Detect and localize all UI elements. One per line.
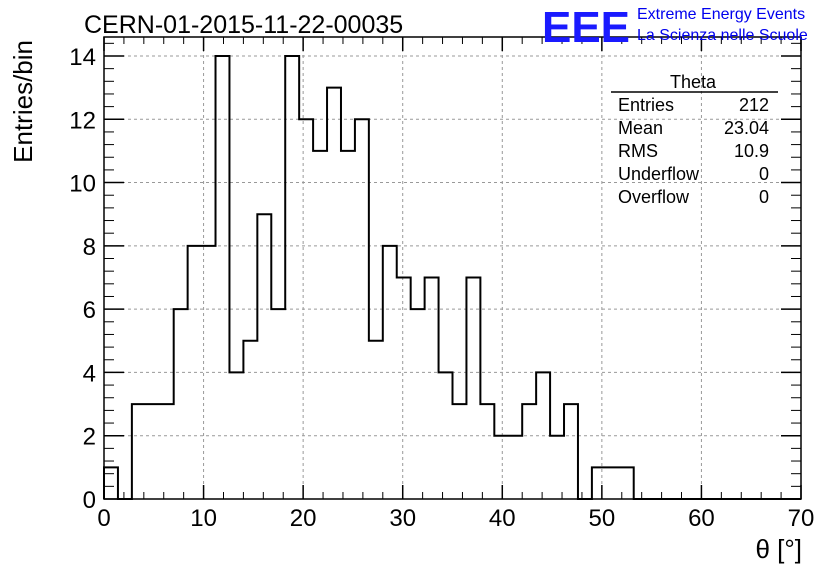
y-axis-label: Entries/bin (8, 40, 38, 163)
stats-value: 212 (739, 95, 769, 115)
stats-label: RMS (618, 141, 658, 161)
x-tick-label: 30 (389, 505, 416, 532)
stats-value: 10.9 (734, 141, 769, 161)
y-tick-label: 4 (83, 360, 96, 387)
histogram-bins (103, 54, 801, 500)
eee-logo-mark: EEE (542, 3, 630, 52)
x-tick-label: 10 (190, 505, 217, 532)
y-tick-label: 14 (69, 44, 96, 71)
eee-logo-line1: Extreme Energy Events (637, 6, 805, 23)
stats-box-title: Theta (670, 72, 717, 92)
y-tick-label: 2 (83, 424, 96, 451)
stats-label: Entries (618, 95, 674, 115)
x-tick-label: 70 (788, 505, 815, 532)
stats-box: Theta Entries 212 Mean 23.04 RMS 10.9 Un… (611, 72, 778, 207)
x-tick-label: 40 (489, 505, 516, 532)
stats-label: Underflow (618, 164, 700, 184)
y-tick-label: 10 (69, 171, 96, 198)
grid-lines (104, 37, 801, 499)
histogram-outline (103, 54, 801, 500)
chart-title: CERN-01-2015-11-22-00035 (84, 11, 403, 39)
stats-label: Mean (618, 118, 663, 138)
stats-value: 23.04 (724, 118, 769, 138)
stats-value: 0 (759, 164, 769, 184)
x-tick-label: 20 (290, 505, 317, 532)
y-tick-label: 12 (69, 107, 96, 134)
axis-ticks (103, 37, 802, 500)
plot-frame (103, 36, 802, 500)
y-tick-label: 0 (83, 487, 96, 514)
stats-value: 0 (759, 187, 769, 207)
x-tick-label: 50 (589, 505, 616, 532)
x-tick-label: 60 (688, 505, 715, 532)
x-axis-label: θ [°] (755, 534, 802, 564)
x-tick-label: 0 (97, 505, 110, 532)
y-tick-label: 8 (83, 234, 96, 261)
eee-logo-line2: La Scienza nelle Scuole (637, 27, 808, 44)
y-tick-label: 6 (83, 297, 96, 324)
tick-labels: 0 10 20 30 40 50 60 70 0 2 4 6 8 10 12 14 (69, 44, 814, 532)
stats-label: Overflow (618, 187, 690, 207)
